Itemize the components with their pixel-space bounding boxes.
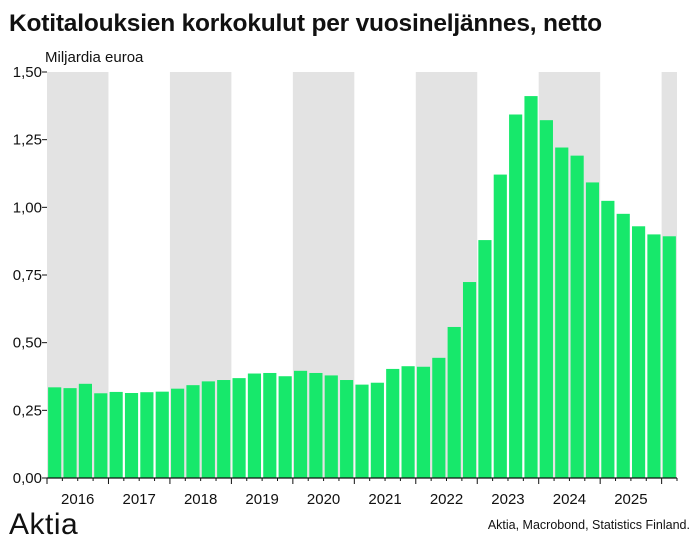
bar-2025Q2 [616, 213, 630, 478]
bar-2023Q2 [493, 174, 507, 478]
y-tick-label: 0,00 [13, 470, 42, 487]
bar-2020Q2 [309, 372, 323, 478]
bar-2024Q1 [539, 120, 553, 479]
aktia-logo: Aktia [9, 508, 79, 541]
y-tick-label: 1,00 [13, 199, 42, 216]
x-year-label-2022: 2022 [430, 491, 463, 508]
bar-2020Q1 [293, 370, 308, 478]
y-tick-label: 0,25 [13, 402, 42, 419]
y-tick-label: 1,50 [13, 64, 42, 81]
x-year-label-2020: 2020 [307, 491, 340, 508]
bar-2018Q3 [201, 381, 215, 478]
source-note: Aktia, Macrobond, Statistics Finland. [487, 518, 690, 532]
x-year-label-2018: 2018 [184, 491, 217, 508]
bar-2024Q4 [585, 182, 600, 478]
y-axis-label: Miljardia euroa [45, 49, 144, 66]
x-year-label-2017: 2017 [123, 491, 156, 508]
bar-2021Q4 [401, 366, 415, 478]
bar-2021Q3 [386, 368, 400, 478]
chart-title: Kotitalouksien korkokulut per vuosineljä… [9, 10, 602, 37]
bar-2022Q2 [432, 357, 446, 478]
bar-2018Q4 [217, 380, 231, 478]
x-year-label-2024: 2024 [553, 491, 586, 508]
bar-2023Q3 [509, 114, 523, 479]
bar-2017Q2 [124, 393, 139, 478]
x-year-label-2016: 2016 [61, 491, 94, 508]
bar-2021Q1 [355, 384, 369, 478]
bar-2016Q3 [78, 383, 92, 478]
y-tick-label: 1,25 [13, 132, 42, 149]
y-tick-label: 0,75 [13, 267, 42, 284]
bar-2021Q2 [370, 382, 384, 478]
bar-2016Q4 [94, 393, 108, 478]
bars [48, 96, 676, 479]
bar-2025Q4 [647, 234, 661, 478]
x-year-label-2019: 2019 [245, 491, 278, 508]
bar-2022Q4 [462, 282, 477, 478]
bar-2019Q1 [232, 378, 246, 478]
axes: 0,00 0,25 0,50 0,75 1,00 1,25 1,50 2016 2017 2018… [13, 64, 678, 508]
bar-2022Q3 [447, 326, 461, 478]
bar-2024Q2 [555, 147, 569, 479]
bar-2018Q1 [171, 388, 185, 478]
x-year-label-2025: 2025 [614, 491, 647, 508]
x-year-label-2023: 2023 [491, 491, 524, 508]
bar-2018Q2 [186, 385, 200, 478]
y-tick-label: 0,50 [13, 335, 42, 352]
bar-2019Q4 [278, 376, 292, 478]
bar-2019Q3 [263, 372, 277, 478]
bar-q40 [662, 236, 676, 478]
bar-2017Q1 [109, 391, 123, 478]
bar-2025Q1 [601, 200, 615, 478]
bar-2023Q4 [524, 96, 538, 479]
bar-2016Q2 [63, 388, 77, 478]
bar-2024Q3 [570, 155, 584, 479]
bar-2017Q4 [155, 391, 169, 478]
bar-2017Q3 [140, 392, 154, 478]
bar-2019Q2 [247, 373, 262, 478]
bar-2020Q3 [324, 375, 338, 478]
bar-2020Q4 [340, 380, 354, 478]
bar-2023Q1 [478, 240, 492, 478]
x-year-label-2021: 2021 [368, 491, 401, 508]
bar-2025Q3 [632, 226, 646, 478]
bar-2022Q1 [416, 366, 431, 478]
bar-2016Q1 [48, 387, 62, 478]
